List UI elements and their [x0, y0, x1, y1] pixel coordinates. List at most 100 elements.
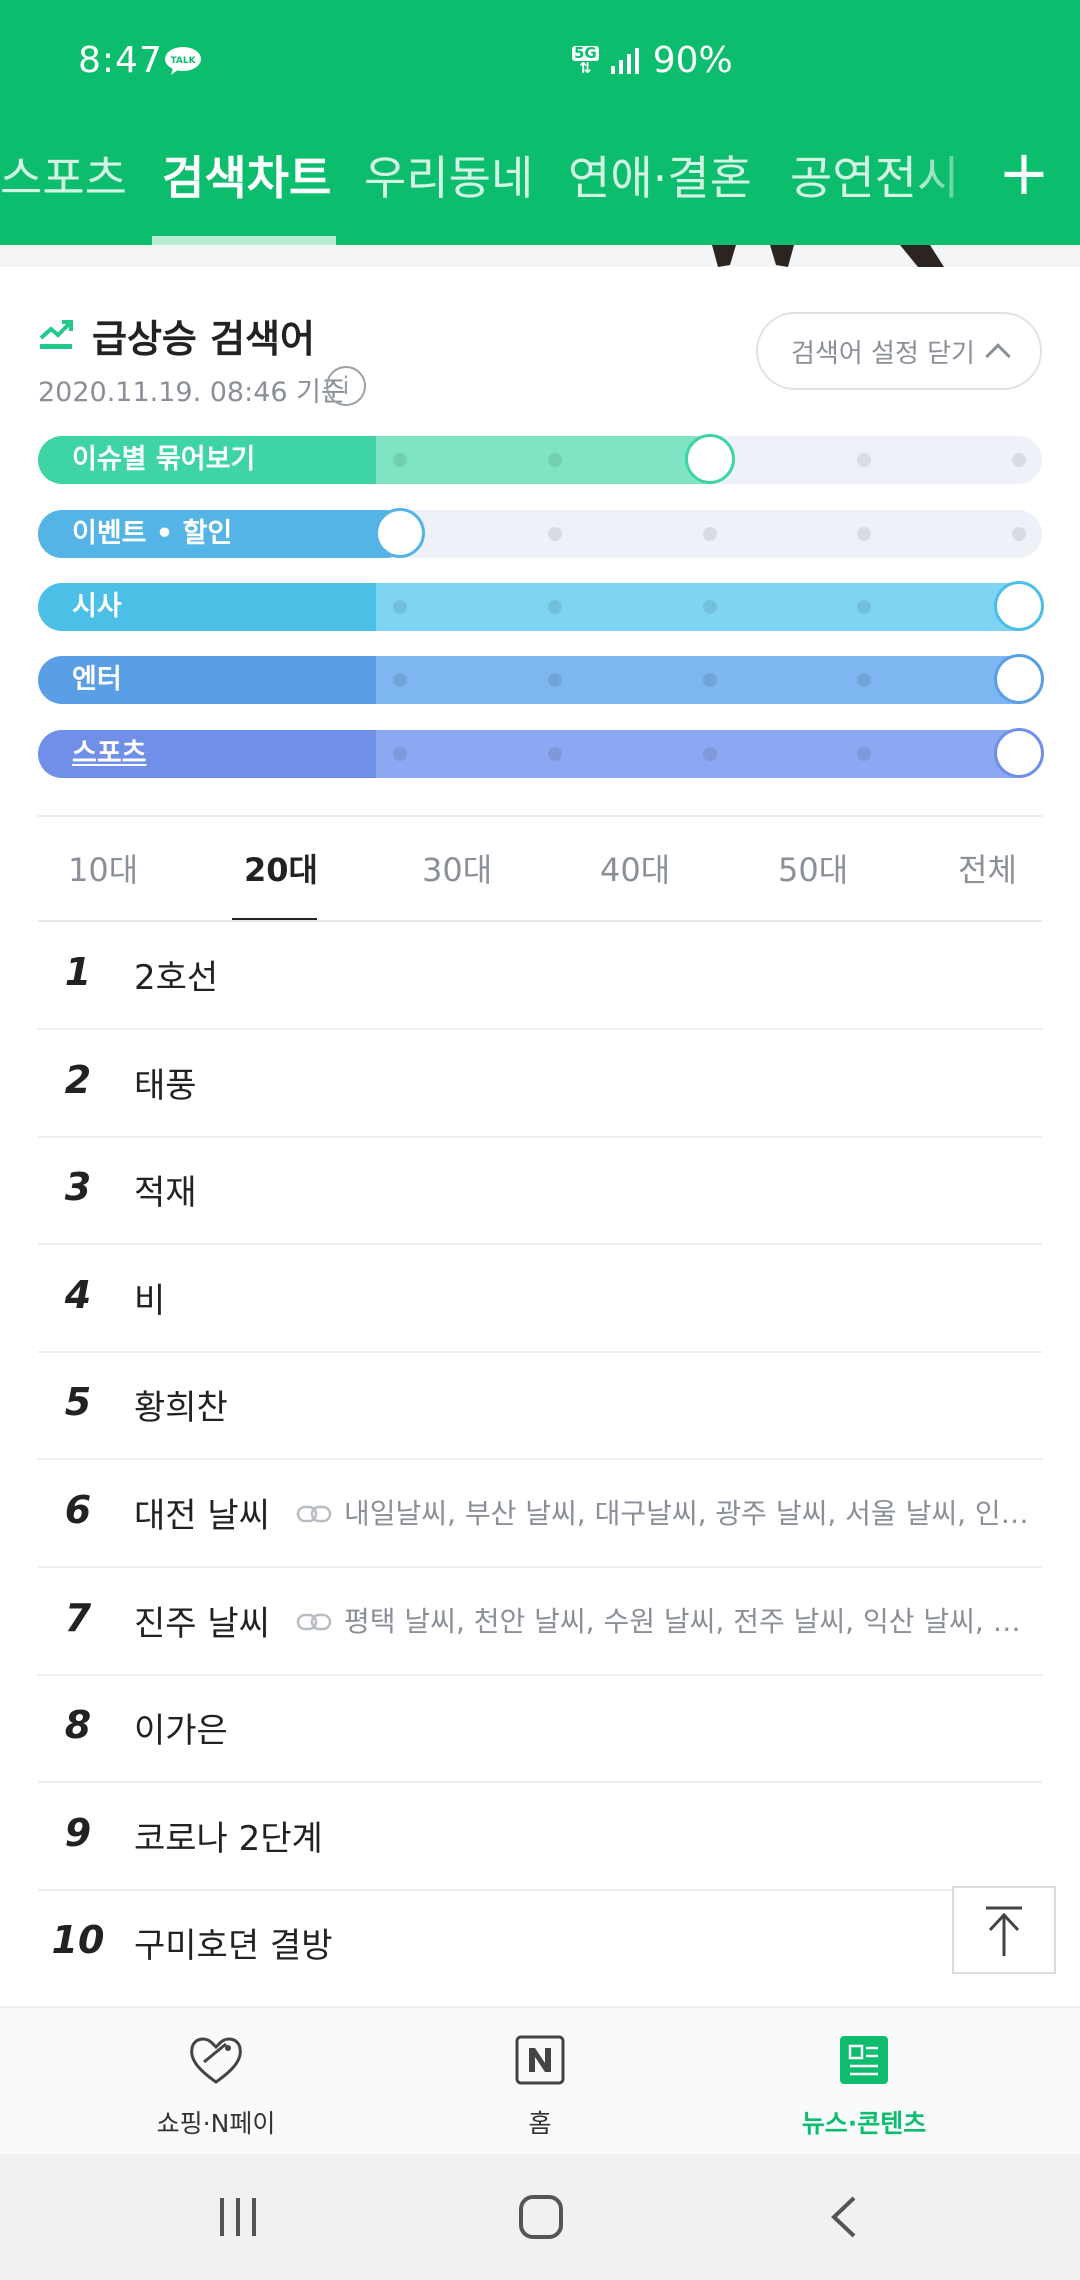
chevron-up-icon	[985, 343, 1011, 369]
slider-base-fill	[38, 510, 410, 558]
keyword[interactable]: 구미호뎐 결방	[134, 1926, 333, 1966]
slider-level-fill	[376, 730, 1043, 778]
tab-neighborhood[interactable]: 우리동네	[364, 151, 534, 205]
network-badge: 5G ⇅	[572, 43, 599, 77]
back-icon[interactable]	[824, 2194, 864, 2240]
filter-slider-1[interactable]: 이벤트 • 할인	[38, 508, 1042, 558]
age-tab-50s[interactable]: 50대	[778, 851, 849, 889]
ranking-row[interactable]: 6 대전 날씨 내일날씨, 부산 날씨, 대구날씨, 광주 날씨, 서울 날씨, 인…	[38, 1460, 1042, 1568]
slider-step-dot	[857, 600, 871, 614]
slider-label: 시사	[72, 591, 122, 622]
scroll-to-top-button[interactable]	[952, 1886, 1056, 1974]
keyword[interactable]: 대전 날씨	[134, 1496, 270, 1536]
nav-shopping-npay[interactable]: 쇼핑·N페이	[96, 2008, 336, 2156]
status-time: 8:47	[78, 40, 163, 81]
keyword[interactable]: 코로나 2단계	[134, 1819, 323, 1859]
keyword[interactable]: 이가은	[134, 1711, 228, 1751]
rank-number: 1	[64, 950, 92, 994]
nav-home[interactable]: 홈	[420, 2008, 660, 2156]
tab-search-chart[interactable]: 검색차트	[162, 151, 332, 205]
slider-step-dot	[548, 527, 562, 541]
slider-step-dot	[857, 453, 871, 467]
home-icon[interactable]	[516, 2192, 566, 2242]
filter-slider-4[interactable]: 스포츠	[38, 728, 1044, 778]
slider-level-fill	[376, 436, 734, 484]
slider-label: 이벤트 • 할인	[72, 518, 233, 549]
age-tab-30s[interactable]: 30대	[422, 851, 493, 889]
tab-dating-marriage[interactable]: 연애·결혼	[568, 151, 752, 205]
slider-knob[interactable]	[994, 654, 1044, 704]
info-icon[interactable]: i	[326, 366, 366, 406]
slider-knob[interactable]	[994, 728, 1044, 778]
active-tab-indicator	[152, 236, 336, 245]
close-settings-button[interactable]: 검색어 설정 닫기	[756, 312, 1042, 390]
keyword[interactable]: 비	[134, 1281, 166, 1321]
keyword[interactable]: 적재	[134, 1173, 197, 1213]
tab-fade	[910, 128, 990, 245]
status-right: 5G ⇅ 90%	[572, 40, 733, 81]
age-tab-20s[interactable]: 20대	[244, 851, 318, 889]
add-tab-button[interactable]: +	[998, 136, 1050, 209]
kakaotalk-icon: TALK	[165, 47, 201, 75]
ranking-row[interactable]: 2 태풍	[38, 1030, 1042, 1138]
ranking-row[interactable]: 3 적재	[38, 1137, 1042, 1245]
slider-step-dot	[703, 527, 717, 541]
filter-slider-0[interactable]: 이슈별 묶어보기	[38, 434, 1042, 484]
trend-rise-icon	[39, 320, 73, 349]
related-link-icon	[296, 1613, 332, 1631]
age-tab-40s[interactable]: 40대	[600, 851, 671, 889]
slider-knob[interactable]	[375, 508, 425, 558]
nav-news-contents[interactable]: 뉴스·콘텐츠	[744, 2008, 984, 2156]
age-tab-all[interactable]: 전체	[958, 851, 1017, 889]
ranking-row[interactable]: 1 2호선	[38, 922, 1042, 1030]
recent-apps-icon[interactable]	[214, 2194, 264, 2240]
bottom-navigation: 쇼핑·N페이 홈 뉴스·콘텐츠	[0, 2006, 1080, 2154]
slider-step-dot	[548, 747, 562, 761]
related-keywords[interactable]: 내일날씨, 부산 날씨, 대구날씨, 광주 날씨, 서울 날씨, 인천 날씨	[344, 1497, 1034, 1530]
slider-step-dot	[703, 600, 717, 614]
content-peek	[0, 245, 1080, 267]
slider-label: 엔터	[72, 664, 122, 695]
related-keywords[interactable]: 평택 날씨, 천안 날씨, 수원 날씨, 전주 날씨, 익산 날씨, 안산 날씨	[344, 1605, 1034, 1638]
top-header: 8:47 TALK 5G ⇅ 90% 스포츠 검색차트 우리동네 연애·결혼 공…	[0, 0, 1080, 245]
tab-sports[interactable]: 스포츠	[0, 151, 127, 205]
keyword[interactable]: 2호선	[134, 958, 219, 998]
nav-label-news: 뉴스·콘텐츠	[801, 2109, 927, 2138]
ranking-row[interactable]: 5 황희찬	[38, 1352, 1042, 1460]
battery-level: 90%	[652, 40, 733, 81]
slider-step-dot	[857, 747, 871, 761]
slider-label: 스포츠	[72, 738, 147, 769]
ranking-row[interactable]: 9 코로나 2단계	[38, 1783, 1042, 1891]
slider-step-dot	[548, 673, 562, 687]
card-date: 2020.11.19. 08:46 기준	[38, 377, 346, 408]
age-tab-10s[interactable]: 10대	[68, 851, 139, 889]
slider-step-dot	[857, 527, 871, 541]
slider-level-fill	[376, 656, 1043, 704]
system-navigation-bar	[0, 2154, 1080, 2280]
ranking-row[interactable]: 8 이가은	[38, 1675, 1042, 1783]
slider-step-dot	[703, 747, 717, 761]
keyword[interactable]: 태풍	[134, 1066, 197, 1106]
slider-step-dot	[703, 673, 717, 687]
filter-slider-2[interactable]: 시사	[38, 581, 1044, 631]
slider-base-fill	[38, 730, 410, 778]
slider-knob[interactable]	[685, 434, 735, 484]
slider-step-dot	[393, 600, 407, 614]
slider-step-dot	[393, 453, 407, 467]
slider-step-dot	[393, 673, 407, 687]
keyword[interactable]: 진주 날씨	[134, 1604, 270, 1644]
slider-step-dot	[857, 673, 871, 687]
naver-n-icon	[515, 2035, 565, 2085]
ranking-row[interactable]: 7 진주 날씨 평택 날씨, 천안 날씨, 수원 날씨, 전주 날씨, 익산 날씨,…	[38, 1568, 1042, 1676]
signal-icon	[610, 47, 639, 74]
rank-number: 7	[64, 1596, 92, 1640]
slider-knob[interactable]	[994, 581, 1044, 631]
rank-number: 9	[64, 1811, 92, 1855]
keyword[interactable]: 황희찬	[134, 1388, 228, 1428]
ranking-row[interactable]: 10 구미호뎐 결방	[38, 1890, 1042, 1998]
slider-level-fill	[376, 583, 1043, 631]
rank-number: 8	[64, 1703, 92, 1747]
filter-slider-3[interactable]: 엔터	[38, 654, 1044, 704]
rank-number: 2	[64, 1058, 92, 1102]
